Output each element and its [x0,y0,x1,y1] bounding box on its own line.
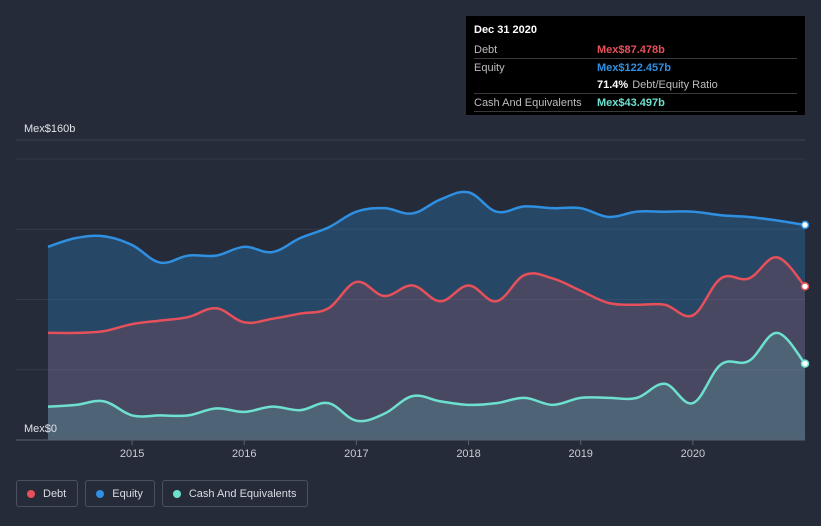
equity-line [47,190,806,265]
tooltip-ratio-label: Debt/Equity Ratio [632,78,718,91]
tooltip-cash-label: Cash And Equivalents [474,96,582,109]
chart-legend: Debt Equity Cash And Equivalents [16,480,315,507]
y-max-label: Mex$160b [24,123,75,135]
debt-legend-dot-icon [27,489,35,498]
tooltip-cash-row: Cash And Equivalents Mex$43.497b [474,94,797,112]
tooltip-cash-value: Mex$43.497b [597,96,665,109]
end-markers [800,220,810,368]
tooltip-debt-label: Debt [474,43,498,56]
cash-legend-dot-icon [172,489,181,498]
x-tick-label: 2019 [568,448,592,460]
legend-label-debt: Debt [43,487,67,500]
equity-legend-dot-icon [96,489,105,498]
equity-area [48,191,805,440]
cash-area [48,332,805,440]
axes: 2015 2016 2017 2018 2019 2020 Mex$160b Mex$0 [16,123,805,460]
debt-line [47,256,806,335]
legend-item-debt[interactable]: Debt [16,480,79,507]
tooltip-equity-row: Equity Mex$122.457b [474,59,797,76]
equity-end-marker[interactable] [800,220,810,230]
series-lines [47,190,806,423]
x-tick-label: 2018 [456,448,480,460]
tooltip-equity-label: Equity [474,61,505,74]
series-areas [48,191,805,440]
x-tick-label: 2020 [681,448,705,460]
tooltip-date: Dec 31 2020 [474,24,537,36]
cash-end-marker[interactable] [800,359,810,368]
chart-tooltip: Dec 31 2020 Debt Mex$87.478b Equity Mex$… [466,16,805,115]
gridlines [16,139,805,371]
y-min-label: Mex$0 [24,423,57,435]
x-tick-label: 2017 [344,448,368,460]
legend-item-cash[interactable]: Cash And Equivalents [161,480,309,507]
x-tick-label: 2015 [120,448,144,460]
tooltip-ratio-row: 71.4% Debt/Equity Ratio [474,76,797,94]
tooltip-ratio-value: 71.4% [597,78,629,91]
tooltip-equity-value: Mex$122.457b [597,61,671,74]
legend-label-cash: Cash And Equivalents [188,487,297,500]
cash-line [47,331,806,423]
tooltip-debt-row: Debt Mex$87.478b [474,41,797,59]
legend-item-equity[interactable]: Equity [85,480,155,507]
debt-end-marker[interactable] [800,282,810,291]
debt-area [48,257,805,440]
legend-label-equity: Equity [112,487,143,500]
x-tick-label: 2016 [232,448,256,460]
tooltip-debt-value: Mex$87.478b [597,43,665,56]
